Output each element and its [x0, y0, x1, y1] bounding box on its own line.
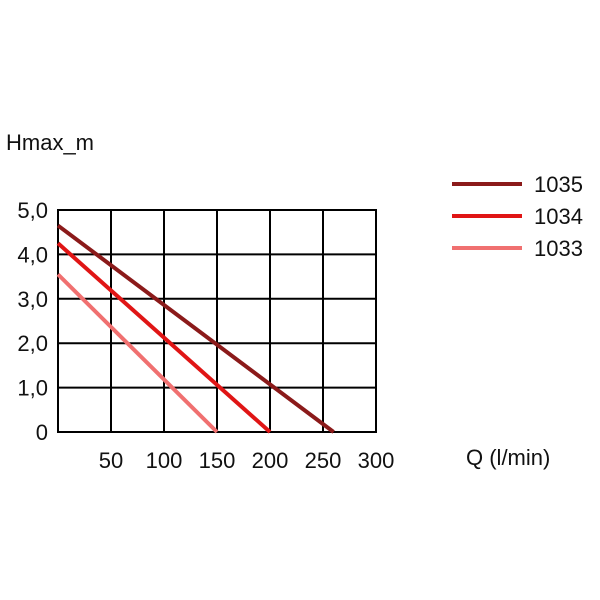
- legend-label-1034: 1034: [534, 204, 583, 229]
- x-tick-label: 100: [146, 448, 183, 473]
- x-tick-label: 50: [99, 448, 123, 473]
- y-tick-label: 1,0: [17, 376, 48, 401]
- y-tick-label: 4,0: [17, 242, 48, 267]
- x-tick-label: 150: [199, 448, 236, 473]
- y-tick-label: 2,0: [17, 331, 48, 356]
- y-tick-label: 3,0: [17, 287, 48, 312]
- y-tick-label: 5,0: [17, 198, 48, 223]
- x-tick-label: 300: [358, 448, 395, 473]
- legend-label-1035: 1035: [534, 172, 583, 197]
- x-axis-title: Q (l/min): [466, 445, 550, 470]
- y-tick-labels: 0 1,0 2,0 3,0 4,0 5,0: [17, 198, 48, 445]
- series-line-1035: [58, 226, 334, 432]
- x-tick-label: 250: [305, 448, 342, 473]
- x-tick-label: 200: [252, 448, 289, 473]
- x-tick-labels: 50 100 150 200 250 300: [99, 448, 395, 473]
- y-tick-label: 0: [36, 420, 48, 445]
- legend-label-1033: 1033: [534, 236, 583, 261]
- y-axis-title: Hmax_m: [6, 130, 94, 155]
- chart-legend: 1035 1034 1033: [452, 172, 583, 261]
- series-lines: [58, 226, 334, 432]
